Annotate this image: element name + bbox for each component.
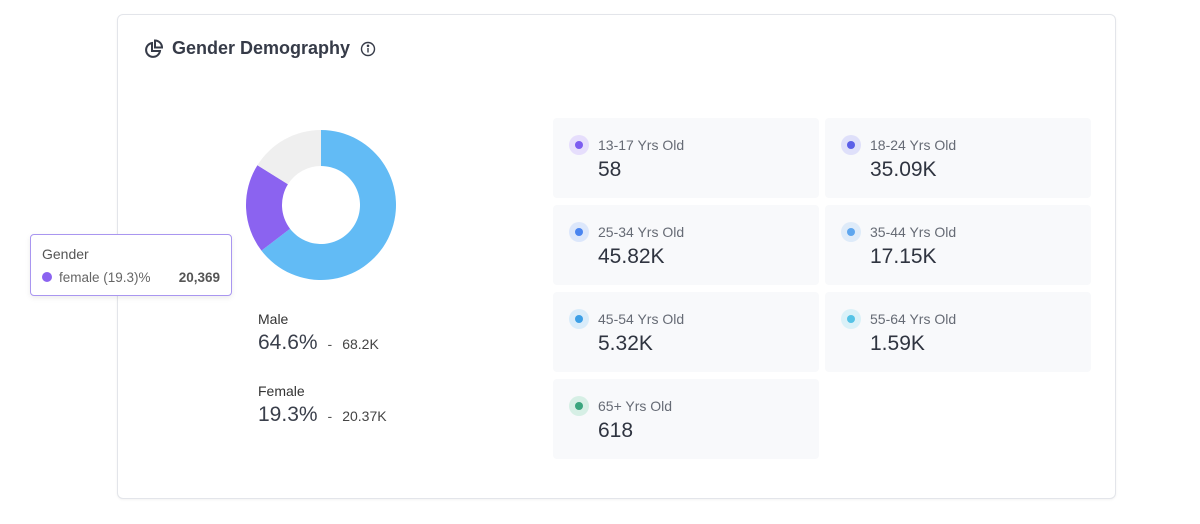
- age-group-tile: 35-44 Yrs Old 17.15K: [825, 205, 1091, 285]
- donut-slice-other[interactable]: [257, 130, 321, 185]
- gender-donut-chart[interactable]: [245, 129, 397, 281]
- age-dot-icon: [841, 135, 861, 155]
- age-group-label: 25-34 Yrs Old: [598, 224, 685, 240]
- age-group-label: 18-24 Yrs Old: [870, 137, 957, 153]
- donut-slice-female[interactable]: [246, 165, 291, 251]
- age-dot-icon: [569, 309, 589, 329]
- age-group-value: 58: [598, 158, 622, 181]
- donut-slice-male[interactable]: [261, 130, 396, 280]
- age-group-tile: 18-24 Yrs Old 35.09K: [825, 118, 1091, 198]
- age-group-label: 45-54 Yrs Old: [598, 311, 685, 327]
- legend-absolute: 20.37K: [342, 408, 387, 424]
- age-group-tile: 55-64 Yrs Old 1.59K: [825, 292, 1091, 372]
- legend-male: Male 64.6% -68.2K: [258, 311, 379, 355]
- legend-dash: -: [327, 336, 333, 352]
- age-group-value: 17.15K: [870, 245, 937, 268]
- age-group-value: 1.59K: [870, 332, 925, 355]
- age-dot-icon: [569, 135, 589, 155]
- age-group-tile: 45-54 Yrs Old 5.32K: [553, 292, 819, 372]
- legend-percent: 19.3%: [258, 403, 318, 426]
- tooltip-name: female (19.3)%: [59, 270, 151, 285]
- age-dot-icon: [841, 309, 861, 329]
- info-icon[interactable]: [360, 41, 376, 57]
- age-dot-icon: [841, 222, 861, 242]
- legend-percent: 64.6%: [258, 331, 318, 354]
- chart-tooltip: Gender female (19.3)% 20,369: [30, 234, 232, 296]
- card-title: Gender Demography: [172, 38, 351, 58]
- legend-female: Female 19.3% -20.37K: [258, 383, 387, 427]
- age-group-label: 35-44 Yrs Old: [870, 224, 957, 240]
- age-group-value: 35.09K: [870, 158, 937, 181]
- legend-label: Male: [258, 311, 289, 327]
- tooltip-dot: [42, 272, 52, 282]
- age-group-label: 13-17 Yrs Old: [598, 137, 685, 153]
- card-header: Gender Demography: [144, 38, 376, 59]
- legend-label: Female: [258, 383, 305, 399]
- age-group-value: 5.32K: [598, 332, 653, 355]
- age-group-tile: 25-34 Yrs Old 45.82K: [553, 205, 819, 285]
- age-group-tile: 65+ Yrs Old 618: [553, 379, 819, 459]
- age-group-label: 65+ Yrs Old: [598, 398, 673, 414]
- age-group-value: 618: [598, 419, 634, 442]
- age-dot-icon: [569, 222, 589, 242]
- tooltip-title: Gender: [42, 246, 89, 262]
- legend-dash: -: [327, 408, 333, 424]
- age-group-label: 55-64 Yrs Old: [870, 311, 957, 327]
- legend-absolute: 68.2K: [342, 336, 379, 352]
- age-group-tile: 13-17 Yrs Old 58: [553, 118, 819, 198]
- pie-chart-icon: [144, 38, 164, 59]
- age-group-value: 45.82K: [598, 245, 665, 268]
- tooltip-value: 20,369: [178, 270, 220, 285]
- age-dot-icon: [569, 396, 589, 416]
